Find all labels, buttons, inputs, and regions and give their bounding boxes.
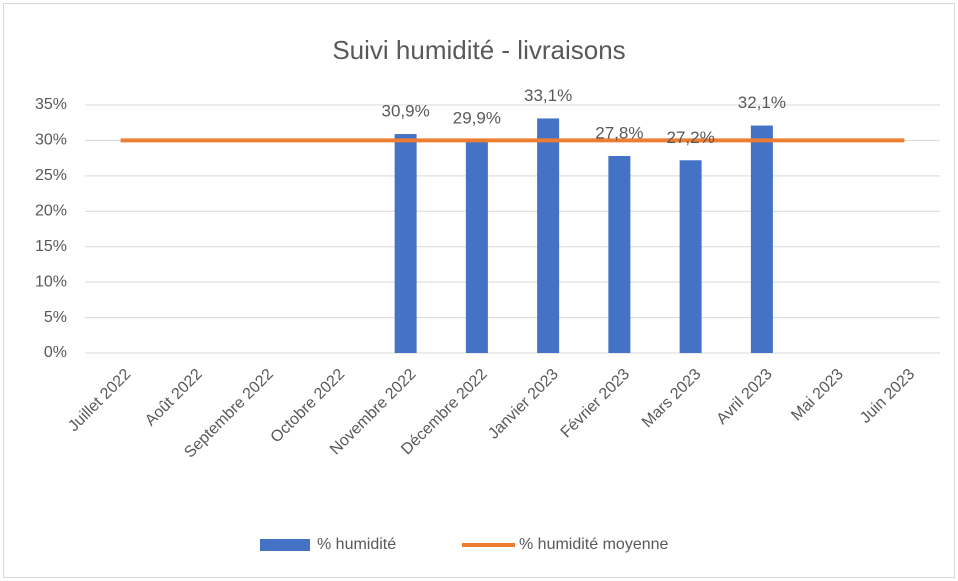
bar [394,134,417,353]
bar [608,156,631,353]
bar [679,160,702,353]
data-label: 29,9% [453,109,501,128]
legend-label: % humidité [317,536,396,553]
chart-title: Suivi humidité - livraisons [332,35,625,65]
bar [750,125,773,353]
y-tick-label: 0% [44,344,67,361]
y-tick-label: 20% [35,203,67,220]
data-label: 27,2% [667,128,715,147]
y-tick-label: 5% [44,309,67,326]
data-label: 32,1% [738,93,786,112]
data-label: 30,9% [382,102,430,121]
legend-label: % humidité moyenne [519,536,669,553]
legend-swatch [260,539,310,551]
y-tick-label: 30% [35,132,67,149]
y-tick-label: 15% [35,238,67,255]
y-tick-label: 25% [35,167,67,184]
bar [465,141,488,353]
data-label: 27,8% [595,124,643,143]
data-label: 33,1% [524,86,572,105]
y-tick-label: 10% [35,273,67,290]
bar [537,118,560,353]
y-tick-label: 35% [35,96,67,113]
